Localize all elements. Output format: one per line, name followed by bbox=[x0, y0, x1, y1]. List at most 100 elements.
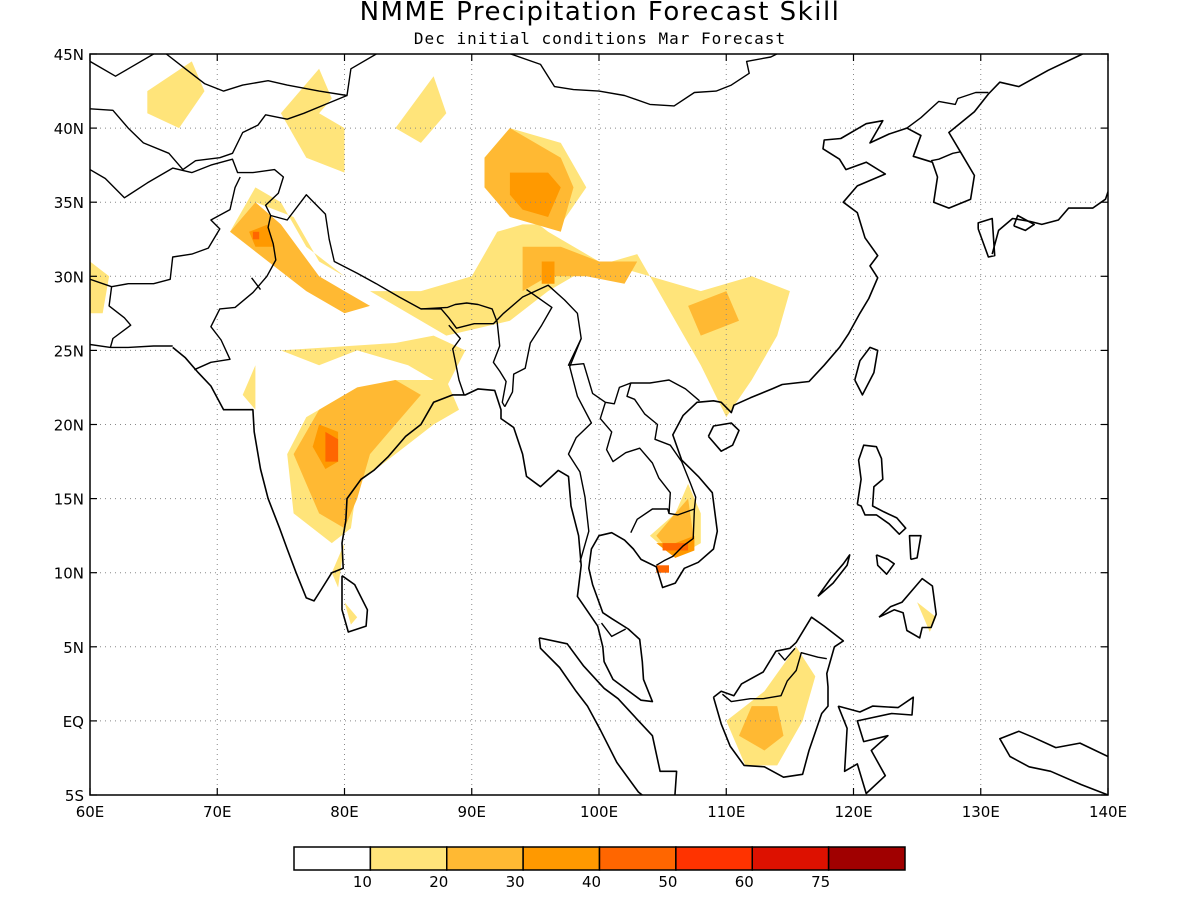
coastline bbox=[172, 54, 1083, 703]
coastline bbox=[878, 577, 938, 639]
country-border bbox=[492, 322, 507, 408]
colorbar-label: 50 bbox=[658, 873, 677, 891]
skill-region-level-2 bbox=[739, 706, 784, 751]
coastline bbox=[991, 191, 1108, 255]
colorbar-swatch-2 bbox=[446, 846, 524, 871]
skill-region-level-1 bbox=[280, 113, 345, 173]
country-border bbox=[90, 176, 241, 288]
skill-region-level-3 bbox=[541, 261, 555, 284]
y-tick-label: 40N bbox=[54, 120, 84, 138]
skill-region-level-1 bbox=[395, 76, 447, 143]
country-border bbox=[420, 302, 498, 323]
y-tick-label: 25N bbox=[54, 342, 84, 360]
country-border bbox=[626, 382, 697, 510]
skill-region-level-1 bbox=[280, 68, 332, 129]
skill-region-level-1 bbox=[242, 365, 256, 410]
colorbar: 10 20 30 40 50 60 75 bbox=[293, 846, 906, 891]
x-tick-label: 120E bbox=[834, 803, 872, 821]
colorbar-label: 10 bbox=[353, 873, 372, 891]
country-border bbox=[90, 54, 154, 77]
country-border bbox=[906, 91, 989, 129]
coastline-layer bbox=[172, 54, 1108, 795]
colorbar-swatch-0 bbox=[293, 846, 372, 871]
x-tick-label: 130E bbox=[962, 803, 1000, 821]
coastline bbox=[908, 534, 922, 561]
x-tick-label: 80E bbox=[330, 803, 359, 821]
skill-region-level-4 bbox=[252, 231, 260, 240]
colorbar-label: 20 bbox=[429, 873, 448, 891]
country-borders-layer bbox=[90, 54, 989, 703]
country-border bbox=[508, 54, 779, 107]
skill-region-level-1 bbox=[280, 335, 466, 388]
country-border bbox=[504, 289, 553, 408]
y-tick-label: EQ bbox=[63, 713, 84, 731]
colorbar-label: 40 bbox=[582, 873, 601, 891]
country-border bbox=[930, 151, 961, 162]
colorbar-label: 75 bbox=[811, 873, 830, 891]
country-border bbox=[599, 402, 696, 566]
colorbar-swatch-6 bbox=[751, 846, 830, 871]
y-tick-label: 35N bbox=[54, 194, 84, 212]
skill-shading-layer bbox=[90, 61, 937, 766]
axis-ticks bbox=[89, 53, 1109, 796]
country-border bbox=[251, 277, 262, 291]
country-border bbox=[108, 286, 132, 348]
colorbar-swatch-4 bbox=[598, 846, 677, 871]
coastline bbox=[1013, 214, 1035, 232]
x-tick-label: 140E bbox=[1089, 803, 1127, 821]
coastline bbox=[341, 575, 369, 633]
coastline bbox=[856, 444, 907, 536]
skill-region-level-1 bbox=[230, 128, 790, 418]
x-tick-label: 70E bbox=[203, 803, 232, 821]
x-tick-label: 90E bbox=[457, 803, 486, 821]
country-border bbox=[630, 508, 670, 534]
x-tick-label: 110E bbox=[707, 803, 745, 821]
coastline bbox=[837, 696, 915, 795]
x-tick-label: 60E bbox=[76, 803, 105, 821]
country-border bbox=[165, 54, 377, 97]
skill-region-level-3 bbox=[509, 172, 561, 217]
country-border bbox=[600, 622, 627, 638]
skill-region-level-4 bbox=[662, 543, 689, 551]
skill-region-level-1 bbox=[147, 61, 205, 129]
colorbar-swatch-5 bbox=[675, 846, 753, 871]
map-subtitle: Dec initial conditions Mar Forecast bbox=[413, 29, 787, 48]
skill-region-level-4 bbox=[325, 431, 339, 462]
y-tick-label: 30N bbox=[54, 268, 84, 286]
country-border bbox=[90, 343, 173, 349]
coastline bbox=[707, 422, 740, 453]
y-tick-label: 5N bbox=[63, 639, 84, 657]
country-border bbox=[777, 647, 796, 661]
colorbar-swatch-3 bbox=[522, 846, 601, 871]
country-border bbox=[90, 158, 700, 405]
coastline bbox=[854, 346, 879, 396]
colorbar-swatch-7 bbox=[827, 846, 906, 871]
axis-tick-labels: 60E 70E 80E 90E 100E 110E 120E 130E 140E 45N 40N 35… bbox=[54, 46, 1127, 821]
country-border bbox=[448, 324, 465, 396]
y-tick-label: 15N bbox=[54, 491, 84, 509]
skill-region-level-1 bbox=[331, 543, 345, 588]
map-title: NMME Precipitation Forecast Skill bbox=[359, 0, 841, 27]
coastline bbox=[712, 616, 845, 779]
coastline bbox=[977, 217, 996, 258]
country-border bbox=[721, 652, 827, 703]
skill-region-level-2 bbox=[522, 246, 638, 292]
y-tick-label: 45N bbox=[54, 46, 84, 64]
y-tick-label: 5S bbox=[65, 787, 84, 805]
colorbar-label: 30 bbox=[506, 873, 525, 891]
skill-region-level-1 bbox=[344, 602, 358, 625]
colorbar-label: 60 bbox=[735, 873, 754, 891]
coastline bbox=[538, 637, 678, 795]
coastline bbox=[998, 730, 1108, 795]
skill-region-level-3 bbox=[249, 224, 275, 247]
y-tick-label: 20N bbox=[54, 417, 84, 435]
x-tick-label: 100E bbox=[580, 803, 618, 821]
skill-region-level-4 bbox=[656, 565, 669, 573]
skill-region-level-2 bbox=[293, 380, 421, 529]
country-border bbox=[194, 215, 277, 371]
country-border bbox=[90, 94, 348, 171]
y-tick-label: 10N bbox=[54, 565, 84, 583]
skill-region-level-1 bbox=[90, 261, 110, 314]
coastline bbox=[817, 554, 851, 598]
